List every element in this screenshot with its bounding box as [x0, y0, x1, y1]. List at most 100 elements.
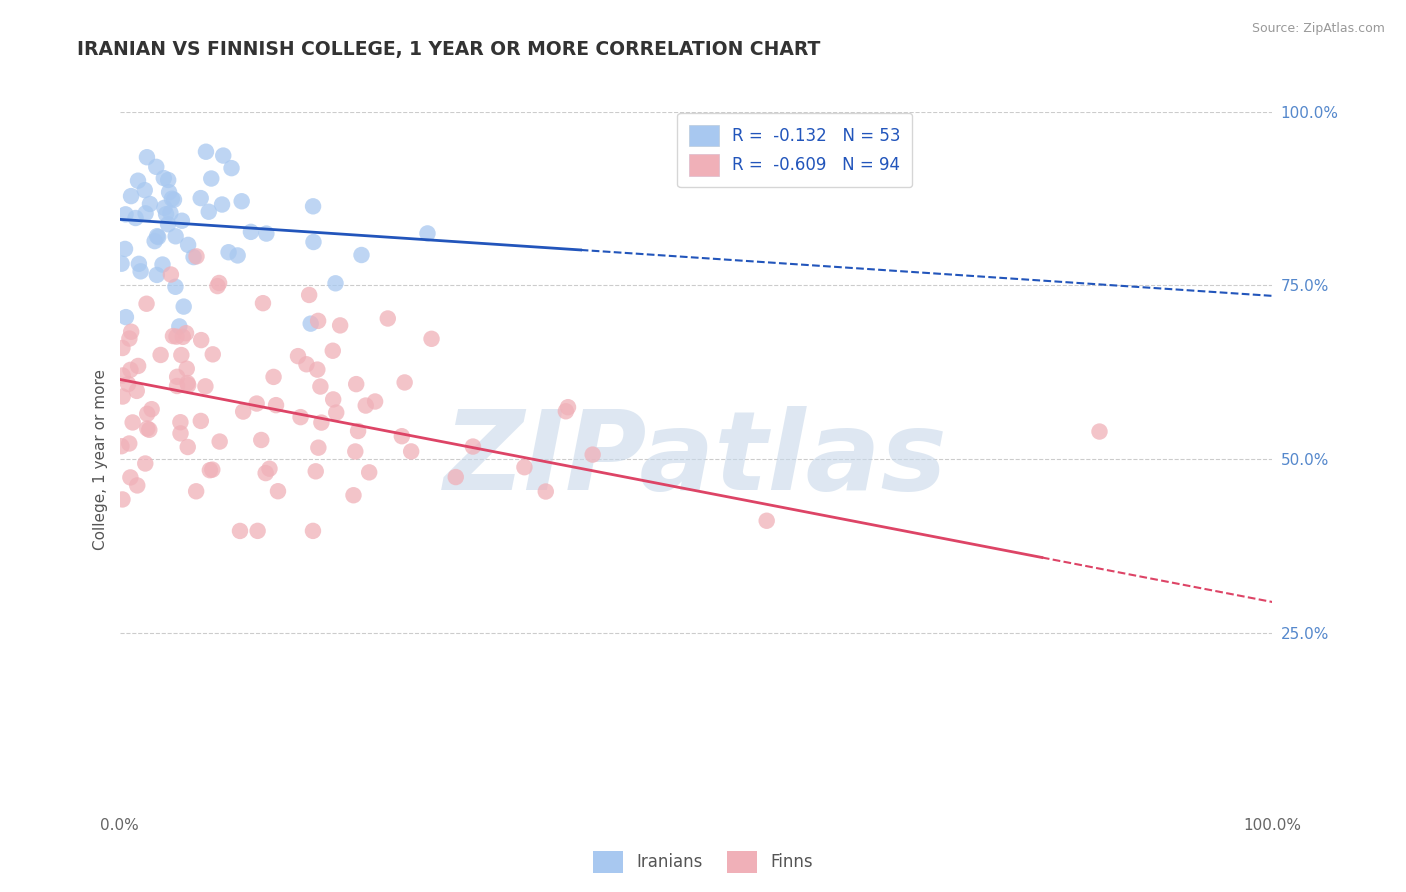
Point — [344, 444, 367, 458]
Point — [170, 213, 193, 227]
Point — [229, 524, 252, 538]
Point — [183, 250, 205, 264]
Point — [218, 245, 240, 260]
Point — [198, 463, 221, 477]
Point — [461, 440, 484, 454]
Point — [120, 470, 142, 484]
Point — [342, 488, 364, 502]
Point — [322, 343, 344, 358]
Point — [354, 399, 377, 413]
Point — [252, 296, 274, 310]
Point — [221, 161, 243, 176]
Point — [153, 201, 176, 215]
Point — [200, 171, 222, 186]
Point — [157, 217, 180, 231]
Point — [173, 300, 195, 314]
Point — [166, 369, 188, 384]
Point — [127, 478, 149, 492]
Point — [174, 326, 197, 341]
Point — [170, 348, 193, 362]
Point — [177, 238, 200, 252]
Point — [207, 279, 229, 293]
Point — [307, 314, 329, 328]
Point — [128, 257, 150, 271]
Point — [115, 310, 138, 325]
Point — [359, 466, 381, 480]
Point — [111, 368, 134, 383]
Point — [329, 318, 352, 333]
Point — [194, 145, 217, 159]
Point — [264, 398, 287, 412]
Point — [169, 415, 191, 429]
Point — [263, 370, 285, 384]
Legend: Iranians, Finns: Iranians, Finns — [586, 845, 820, 880]
Point — [295, 357, 318, 371]
Point — [117, 377, 139, 392]
Point — [120, 363, 142, 377]
Point — [169, 426, 191, 441]
Point — [134, 183, 156, 197]
Point — [135, 206, 157, 220]
Point — [177, 440, 200, 454]
Point — [111, 492, 134, 507]
Point — [177, 378, 200, 392]
Point — [166, 379, 188, 393]
Point — [232, 404, 254, 418]
Point — [444, 470, 467, 484]
Point — [159, 206, 181, 220]
Point — [259, 461, 281, 475]
Point — [153, 171, 176, 186]
Point — [120, 189, 142, 203]
Point — [149, 348, 172, 362]
Text: IRANIAN VS FINNISH COLLEGE, 1 YEAR OR MORE CORRELATION CHART: IRANIAN VS FINNISH COLLEGE, 1 YEAR OR MO… — [77, 40, 821, 59]
Point — [139, 197, 162, 211]
Point — [163, 193, 186, 207]
Point — [190, 333, 212, 347]
Point — [534, 484, 557, 499]
Point — [302, 235, 325, 249]
Point — [143, 234, 166, 248]
Point — [114, 207, 136, 221]
Point — [111, 390, 134, 404]
Point — [136, 150, 159, 164]
Point — [290, 410, 312, 425]
Point — [344, 377, 367, 392]
Point — [160, 268, 183, 282]
Point — [136, 421, 159, 435]
Point — [155, 207, 177, 221]
Point — [513, 460, 536, 475]
Point — [121, 416, 143, 430]
Point — [325, 277, 347, 291]
Point — [110, 439, 132, 453]
Point — [394, 376, 416, 390]
Point — [302, 199, 325, 213]
Point — [239, 225, 262, 239]
Point — [110, 257, 132, 271]
Text: Source: ZipAtlas.com: Source: ZipAtlas.com — [1251, 22, 1385, 36]
Point — [1088, 425, 1111, 439]
Point — [186, 249, 208, 263]
Point — [114, 242, 136, 256]
Point — [231, 194, 253, 209]
Point — [136, 407, 159, 421]
Point — [311, 416, 333, 430]
Point — [111, 341, 134, 355]
Point — [307, 441, 329, 455]
Point — [162, 329, 184, 343]
Point — [134, 457, 156, 471]
Point — [254, 227, 277, 241]
Point — [127, 359, 149, 373]
Point — [322, 392, 344, 407]
Point — [190, 191, 212, 205]
Point — [254, 466, 277, 480]
Point — [135, 297, 157, 311]
Point — [250, 433, 273, 447]
Point — [287, 349, 309, 363]
Point — [141, 402, 163, 417]
Point — [120, 325, 142, 339]
Point — [186, 484, 208, 499]
Point — [391, 429, 413, 443]
Point — [208, 276, 231, 290]
Point — [246, 524, 269, 538]
Point — [124, 211, 146, 225]
